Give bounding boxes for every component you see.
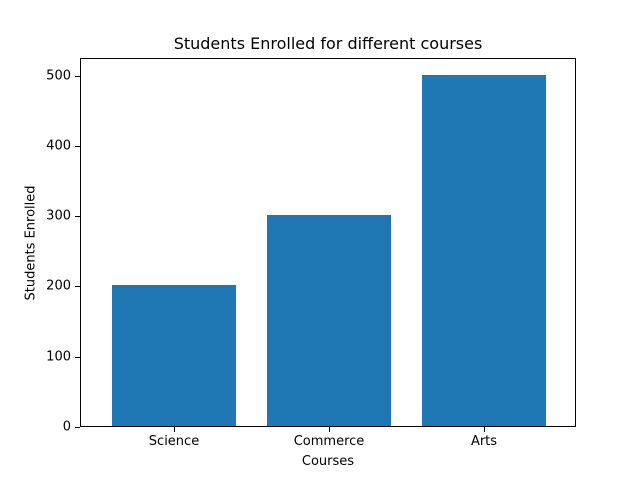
x-tick-label: Arts	[470, 434, 498, 449]
y-tick	[75, 145, 80, 147]
y-tick	[75, 427, 80, 428]
bar-arts	[422, 74, 546, 426]
plot-axes: Science Commerce Arts 0 100 200 300 400 500	[46, 58, 576, 449]
y-axis-label: Students Enrolled	[23, 185, 39, 301]
y-tick	[75, 216, 80, 218]
y-tick-label: 300	[46, 208, 71, 224]
y-tick-label: 0	[62, 419, 71, 435]
y-tick	[75, 75, 80, 77]
y-tick-label: 500	[46, 68, 71, 84]
y-tick-label: 200	[46, 278, 71, 294]
x-tick-label: Commerce	[293, 434, 365, 449]
y-tick-label: 400	[46, 138, 71, 154]
bar-science	[112, 285, 236, 426]
y-tick	[75, 356, 80, 358]
chart-title: Students Enrolled for different courses	[173, 34, 483, 53]
y-tick	[75, 286, 80, 288]
x-tick	[174, 427, 175, 432]
x-tick	[329, 427, 330, 432]
y-tick-label: 100	[46, 349, 71, 365]
bar-commerce	[267, 215, 391, 426]
x-axis-label: Courses	[301, 454, 355, 469]
x-tick-label: Science	[148, 434, 200, 449]
x-tick	[484, 427, 485, 432]
